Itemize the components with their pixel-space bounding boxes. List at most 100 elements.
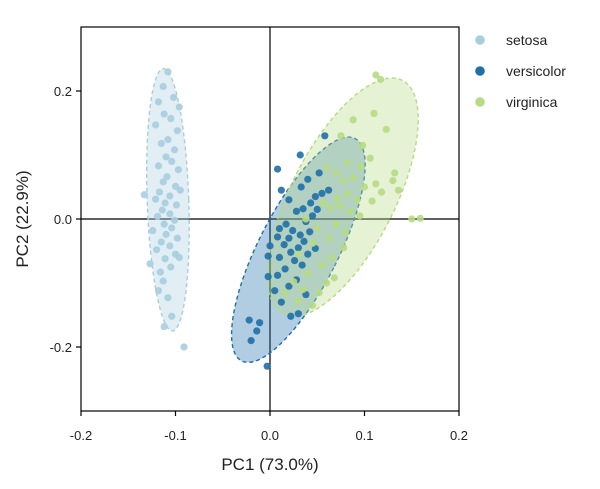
legend-label-setosa: setosa xyxy=(506,32,547,48)
point-virginica xyxy=(336,202,344,210)
point-setosa xyxy=(174,166,182,174)
point-virginica xyxy=(337,132,345,140)
point-virginica xyxy=(304,269,312,277)
point-virginica xyxy=(391,169,399,177)
axis-ticks: -0.2 -0.1 0.0 0.1 0.2 -0.2 0.0 0.2 xyxy=(50,84,468,443)
point-virginica xyxy=(330,274,338,282)
point-virginica xyxy=(376,75,385,84)
point-setosa xyxy=(170,93,178,101)
point-setosa xyxy=(161,199,169,207)
point-virginica xyxy=(294,250,302,258)
point-setosa xyxy=(159,178,167,186)
point-setosa xyxy=(149,226,157,235)
point-versicolor xyxy=(296,151,304,159)
point-versicolor xyxy=(311,193,319,201)
point-setosa xyxy=(173,127,181,135)
point-versicolor xyxy=(280,241,288,249)
point-versicolor xyxy=(304,250,312,258)
point-virginica xyxy=(299,285,307,293)
point-virginica xyxy=(340,177,348,185)
point-virginica xyxy=(342,228,350,236)
point-setosa xyxy=(158,206,166,214)
point-setosa xyxy=(159,277,167,285)
legend-label-virginica: virginica xyxy=(506,94,558,110)
point-virginica xyxy=(323,164,331,172)
y-tick-label: -0.2 xyxy=(50,340,72,355)
point-versicolor xyxy=(324,186,333,194)
point-virginica xyxy=(360,183,369,191)
point-setosa xyxy=(175,103,183,111)
point-setosa xyxy=(153,246,161,254)
point-setosa xyxy=(152,195,160,203)
point-setosa xyxy=(168,157,176,165)
point-setosa xyxy=(170,146,179,154)
legend: setosa versicolor virginica xyxy=(475,32,566,110)
point-versicolor xyxy=(285,282,293,290)
point-virginica xyxy=(332,169,340,177)
point-versicolor xyxy=(289,226,297,235)
point-virginica xyxy=(389,177,397,185)
x-tick-label: 0.1 xyxy=(355,428,373,443)
point-setosa xyxy=(172,201,181,209)
legend-label-versicolor: versicolor xyxy=(506,63,566,79)
point-versicolor xyxy=(296,231,304,239)
point-virginica xyxy=(290,278,298,286)
point-setosa xyxy=(173,234,181,242)
point-setosa xyxy=(166,210,174,218)
point-virginica xyxy=(315,289,323,297)
point-virginica xyxy=(349,173,357,181)
x-tick-label: 0.2 xyxy=(450,428,468,443)
point-setosa xyxy=(159,82,167,91)
point-versicolor xyxy=(273,271,282,279)
point-setosa xyxy=(155,188,164,196)
point-setosa xyxy=(160,220,168,228)
point-versicolor xyxy=(308,212,317,220)
point-virginica xyxy=(308,239,317,247)
point-virginica xyxy=(340,244,348,252)
point-virginica xyxy=(408,215,416,223)
point-virginica xyxy=(366,154,374,162)
point-setosa xyxy=(160,322,168,331)
point-virginica xyxy=(377,188,386,196)
point-versicolor xyxy=(304,175,312,183)
point-virginica xyxy=(318,261,326,269)
point-virginica xyxy=(394,186,403,194)
point-virginica xyxy=(323,279,331,287)
point-virginica xyxy=(324,234,333,242)
point-versicolor xyxy=(292,207,301,215)
point-virginica xyxy=(343,189,352,197)
point-setosa xyxy=(154,162,163,170)
point-virginica xyxy=(353,196,361,204)
point-virginica xyxy=(372,71,380,79)
point-setosa xyxy=(167,263,175,271)
point-virginica xyxy=(346,207,354,215)
point-setosa xyxy=(166,192,174,200)
point-versicolor xyxy=(287,312,295,320)
legend-marker-versicolor xyxy=(475,66,485,76)
point-virginica xyxy=(333,194,341,203)
point-setosa xyxy=(163,173,171,181)
point-versicolor xyxy=(285,196,293,204)
point-virginica xyxy=(327,253,336,261)
point-setosa xyxy=(152,121,160,129)
point-versicolor xyxy=(253,327,261,335)
point-setosa xyxy=(160,110,168,118)
legend-marker-setosa xyxy=(475,35,485,45)
confidence-ellipses xyxy=(145,67,419,364)
point-virginica xyxy=(332,220,340,228)
point-versicolor xyxy=(263,362,271,370)
point-versicolor xyxy=(300,237,308,245)
point-versicolor xyxy=(275,225,284,233)
point-versicolor xyxy=(285,234,293,242)
x-tick-label: 0.0 xyxy=(261,428,279,443)
point-setosa xyxy=(140,191,148,199)
point-versicolor xyxy=(294,310,302,318)
confidence-ellipse-virginica xyxy=(266,77,419,318)
point-setosa xyxy=(176,186,184,194)
point-virginica xyxy=(372,180,380,188)
point-versicolor xyxy=(256,319,264,327)
point-versicolor xyxy=(271,287,279,295)
point-versicolor xyxy=(298,261,306,269)
point-virginica xyxy=(319,199,327,207)
